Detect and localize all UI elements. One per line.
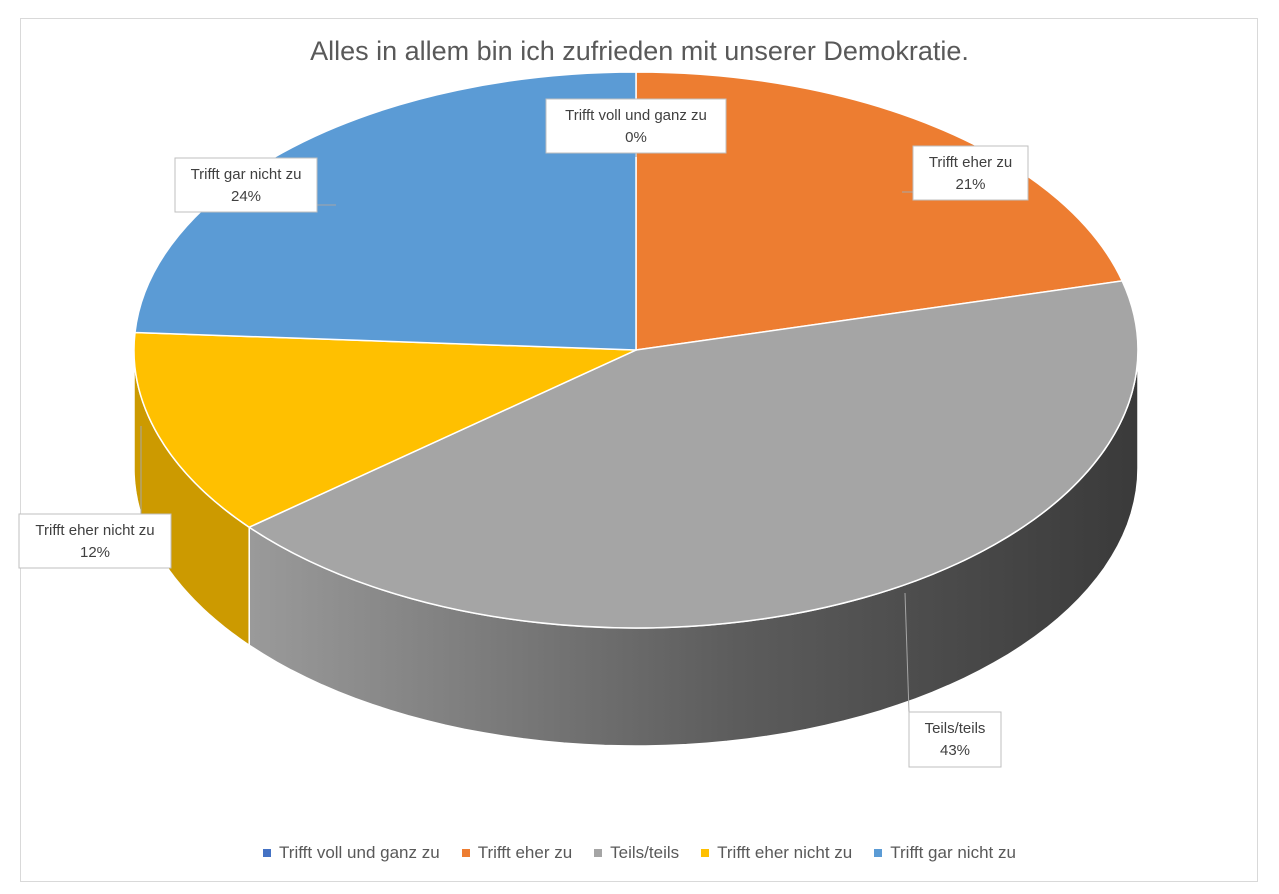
label-box — [908, 711, 1002, 768]
label-value: 0% — [625, 129, 647, 146]
legend-swatch — [701, 849, 710, 857]
legend-label: Trifft eher zu — [477, 843, 573, 862]
label-trifft-voll-und-ganz-zu: Trifft voll und ganz zu 0% — [545, 98, 727, 157]
legend-swatch — [461, 849, 470, 857]
label-category: Trifft gar nicht zu — [191, 166, 302, 183]
label-box — [174, 157, 318, 213]
slice-trifft-eher-zu — [635, 71, 1124, 351]
slice-teils-teils — [247, 280, 1139, 629]
label-trifft-eher-nicht-zu: Trifft eher nicht zu 12% — [18, 426, 172, 569]
label-trifft-gar-nicht-zu: Trifft gar nicht zu 24% — [174, 157, 336, 213]
label-category: Trifft eher nicht zu — [35, 522, 154, 539]
pie-slices — [133, 71, 1139, 629]
label-value: 12% — [80, 544, 110, 561]
label-box — [18, 513, 172, 569]
label-value: 24% — [231, 188, 261, 205]
label-trifft-eher-zu: Trifft eher zu 21% — [902, 145, 1029, 201]
legend-swatch — [874, 849, 883, 857]
legend-item-teils-teils: Teils/teils — [594, 843, 679, 863]
slice-trifft-eher-nicht-zu — [133, 331, 637, 529]
legend-item-trifft-eher-nicht-zu: Trifft eher nicht zu — [701, 843, 852, 863]
legend-label: Trifft eher nicht zu — [717, 843, 853, 862]
leader-line — [904, 592, 910, 713]
chart-legend: Trifft voll und ganz zu Trifft eher zu Tei… — [0, 843, 1279, 863]
label-category: Teils/teils — [925, 720, 986, 737]
legend-label: Trifft voll und ganz zu — [279, 843, 440, 862]
data-labels: Trifft voll und ganz zu 0% Trifft eher zu 2… — [18, 98, 1029, 768]
label-category: Trifft eher zu — [929, 154, 1012, 171]
legend-swatch — [263, 849, 272, 857]
legend-swatch — [594, 849, 603, 857]
label-teils-teils: Teils/teils 43% — [904, 592, 1002, 768]
label-box — [545, 98, 727, 154]
label-value: 21% — [955, 176, 985, 193]
slice-trifft-gar-nicht-zu — [134, 71, 637, 351]
legend-item-trifft-eher-zu: Trifft eher zu — [461, 843, 573, 863]
label-box — [912, 145, 1029, 201]
legend-item-trifft-voll-und-ganz-zu: Trifft voll und ganz zu — [263, 843, 440, 863]
legend-item-trifft-gar-nicht-zu: Trifft gar nicht zu — [874, 843, 1016, 863]
legend-label: Trifft gar nicht zu — [890, 843, 1016, 862]
legend-label: Teils/teils — [610, 843, 680, 862]
label-category: Trifft voll und ganz zu — [565, 107, 707, 124]
label-value: 43% — [940, 742, 970, 759]
chart-title: Alles in allem bin ich zufrieden mit uns… — [310, 36, 969, 66]
